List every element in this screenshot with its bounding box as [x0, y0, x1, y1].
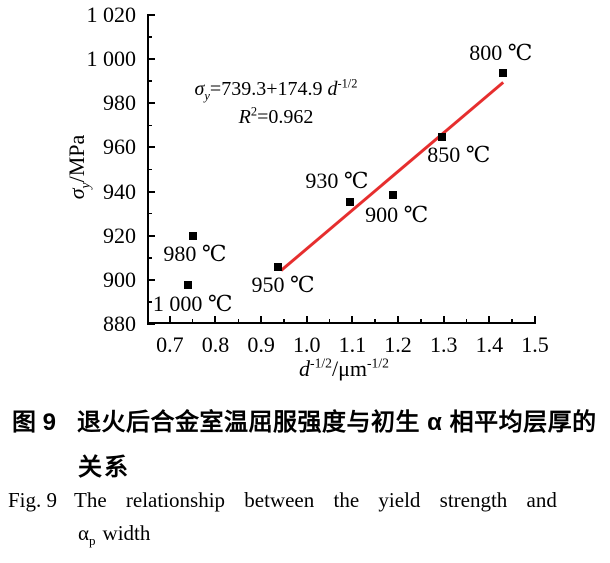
x-tick-label: 1.5: [521, 332, 549, 357]
d-exponent: -1/2: [337, 76, 358, 91]
y-tick-label: 940: [103, 178, 136, 204]
point-label: 1 000 ℃: [152, 291, 233, 317]
point-label: 950 ℃: [251, 272, 315, 298]
r-value: =0.962: [257, 106, 314, 128]
y-minor-tick: [147, 257, 152, 259]
x-minor-tick: [283, 319, 285, 324]
x-major-tick: [260, 316, 263, 324]
x-major-tick: [442, 316, 445, 324]
point-label: 930 ℃: [305, 167, 369, 193]
x-tick-label: 1.2: [384, 332, 412, 357]
caption-en-text: The relationship between the yield stren…: [74, 488, 557, 512]
data-point: [345, 197, 354, 206]
y-minor-tick: [147, 124, 152, 127]
x-axis-unit: /μm: [331, 356, 368, 381]
x-major-tick: [351, 316, 354, 324]
x-axis-symbol: d: [299, 356, 311, 381]
x-major-tick: [168, 316, 171, 324]
data-point: [389, 190, 398, 199]
x-tick-label: 0.7: [156, 332, 184, 357]
y-major-tick: [147, 146, 155, 149]
point-label: 800 ℃: [469, 39, 533, 65]
point-label: 980 ℃: [163, 241, 227, 267]
sigma-symbol: σ: [194, 78, 205, 100]
alpha-symbol: α: [78, 521, 90, 545]
fit-equation: σy=739.3+174.9 d-1/2 R2=0.962: [195, 75, 358, 131]
d-symbol: d: [327, 78, 338, 100]
x-major-tick: [305, 316, 308, 324]
y-tick-label: 880: [103, 311, 136, 336]
x-tick-label: 0.9: [247, 332, 275, 357]
x-tick-label: 1.4: [475, 332, 504, 357]
x-minor-tick: [420, 319, 422, 324]
point-label: 900 ℃: [365, 201, 429, 227]
x-major-tick: [534, 316, 536, 324]
y-tick-label: 1 020: [86, 2, 137, 27]
data-point: [188, 231, 197, 240]
y-tick-label: 900: [103, 266, 136, 292]
y-tick-label: 960: [103, 134, 136, 160]
x-tick-label: 1.3: [429, 332, 458, 357]
caption-zh-line1: 图 9 退火后合金室温屈服强度与初生 α 相平均层厚的: [12, 408, 608, 438]
y-minor-tick: [147, 80, 152, 82]
x-major-tick: [397, 316, 400, 324]
x-axis-symbol-sup: -1/2: [310, 355, 332, 371]
y-axis-unit: /MPa: [64, 134, 89, 183]
y-minor-tick: [147, 212, 152, 215]
alpha-sub: p: [89, 533, 96, 549]
x-minor-tick: [328, 319, 331, 324]
y-major-tick: [147, 234, 155, 237]
r-exponent: 2: [250, 104, 258, 119]
x-tick-label: 0.8: [201, 332, 230, 357]
y-major-tick: [147, 14, 155, 16]
x-minor-tick: [511, 319, 513, 324]
r-symbol: R: [238, 106, 251, 128]
y-minor-tick: [147, 36, 152, 38]
data-point: [274, 262, 282, 271]
data-point: [184, 281, 193, 290]
data-point: [437, 133, 446, 142]
y-tick-label: 1 000: [86, 46, 137, 72]
caption-en-line2-text: width: [102, 521, 151, 545]
x-minor-tick: [374, 319, 376, 324]
x-tick-label: 1.1: [338, 332, 367, 357]
data-point: [499, 69, 508, 78]
y-major-tick: [147, 190, 155, 193]
x-minor-tick: [465, 319, 468, 324]
y-major-tick: [147, 58, 155, 61]
y-major-tick: [147, 323, 155, 325]
x-axis-title: d-1/2/μm-1/2: [299, 356, 389, 382]
y-tick-label: 920: [103, 222, 136, 248]
y-minor-tick: [147, 301, 152, 303]
caption-zh-figure-number: 图 9: [12, 409, 57, 436]
x-minor-tick: [191, 319, 194, 324]
x-axis-unit-sup: -1/2: [367, 355, 389, 371]
y-axis-symbol-sub: y: [77, 182, 93, 189]
caption-zh-text: 退火后合金室温屈服强度与初生 α 相平均层厚的: [77, 409, 597, 436]
y-major-tick: [147, 278, 155, 281]
y-minor-tick: [147, 168, 152, 171]
x-minor-tick: [237, 319, 240, 324]
y-tick-label: 980: [103, 90, 136, 116]
caption-en-line2: αp width: [78, 521, 151, 549]
y-major-tick: [147, 102, 155, 105]
caption-zh-line2: 关系: [78, 454, 130, 481]
caption-en-figure-number: Fig. 9: [8, 488, 58, 512]
x-major-tick: [488, 316, 491, 324]
equation-body: =739.3+174.9: [209, 78, 328, 100]
y-axis-symbol: σ: [64, 188, 89, 200]
fit-equation-line1: σy=739.3+174.9 d-1/2: [195, 75, 358, 103]
point-label: 850 ℃: [427, 142, 491, 168]
caption-en-line1: Fig. 9 The relationship between the yiel…: [8, 487, 608, 513]
fit-equation-line2: R2=0.962: [195, 103, 358, 131]
x-tick-label: 1.0: [293, 332, 321, 357]
y-axis-title: σy/MPa: [64, 134, 93, 200]
sigma-sub: y: [204, 89, 210, 103]
x-major-tick: [214, 316, 217, 324]
